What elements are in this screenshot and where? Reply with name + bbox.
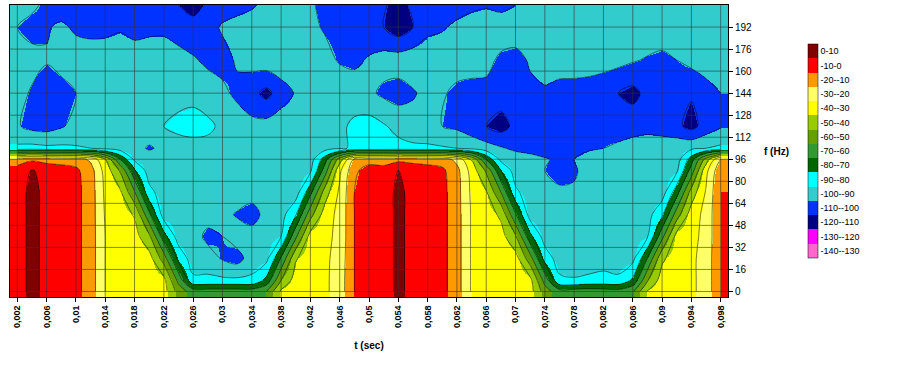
svg-text:0,054: 0,054	[393, 306, 403, 329]
svg-text:0,05: 0,05	[364, 306, 374, 324]
svg-text:0,094: 0,094	[686, 306, 696, 329]
svg-text:-120--110: -120--110	[821, 217, 859, 227]
svg-text:-140--130: -140--130	[821, 246, 860, 256]
svg-text:-20--10: -20--10	[821, 75, 850, 85]
svg-text:0,046: 0,046	[335, 306, 345, 329]
svg-text:0,09: 0,09	[657, 306, 667, 324]
svg-text:48: 48	[735, 220, 747, 231]
svg-text:-100--90: -100--90	[821, 189, 855, 199]
svg-text:0: 0	[735, 286, 741, 297]
svg-text:0,062: 0,062	[452, 306, 462, 329]
svg-text:0,066: 0,066	[481, 306, 491, 329]
svg-text:-130--120: -130--120	[821, 232, 860, 242]
svg-text:160: 160	[735, 66, 752, 77]
svg-text:0,042: 0,042	[305, 306, 315, 329]
svg-text:f (Hz): f (Hz)	[764, 146, 789, 157]
svg-text:-50--40: -50--40	[821, 118, 850, 128]
svg-text:128: 128	[735, 110, 752, 121]
svg-text:0,078: 0,078	[569, 306, 579, 329]
svg-text:0,098: 0,098	[716, 306, 726, 329]
svg-text:0,038: 0,038	[276, 306, 286, 329]
svg-text:0,022: 0,022	[159, 306, 169, 329]
svg-text:t (sec): t (sec)	[354, 340, 383, 351]
svg-text:-30--20: -30--20	[821, 89, 850, 99]
svg-text:0,074: 0,074	[540, 306, 550, 329]
svg-text:176: 176	[735, 44, 752, 55]
svg-text:0,01: 0,01	[71, 306, 81, 324]
svg-text:0,058: 0,058	[423, 306, 433, 329]
svg-text:0,07: 0,07	[510, 306, 520, 324]
svg-text:96: 96	[735, 154, 747, 165]
svg-text:80: 80	[735, 176, 747, 187]
svg-text:32: 32	[735, 242, 747, 253]
svg-text:0,018: 0,018	[129, 306, 139, 329]
svg-text:64: 64	[735, 198, 747, 209]
svg-text:144: 144	[735, 88, 752, 99]
svg-text:0-10: 0-10	[821, 46, 839, 56]
svg-text:0,002: 0,002	[12, 306, 22, 329]
svg-text:0,03: 0,03	[217, 306, 227, 324]
svg-text:-70--60: -70--60	[821, 146, 850, 156]
svg-text:0,082: 0,082	[598, 306, 608, 329]
svg-text:16: 16	[735, 264, 747, 275]
svg-text:-110--100: -110--100	[821, 203, 859, 213]
svg-text:-40--30: -40--30	[821, 103, 850, 113]
svg-text:0,086: 0,086	[628, 306, 638, 329]
svg-text:0,006: 0,006	[42, 306, 52, 329]
svg-text:-10-0: -10-0	[821, 61, 842, 71]
svg-text:0,026: 0,026	[188, 306, 198, 329]
svg-text:-90--80: -90--80	[821, 175, 850, 185]
svg-text:-60--50: -60--50	[821, 132, 850, 142]
svg-text:0,014: 0,014	[100, 306, 110, 329]
svg-text:112: 112	[735, 132, 751, 143]
svg-text:-80--70: -80--70	[821, 160, 850, 170]
svg-text:192: 192	[735, 22, 752, 33]
svg-text:0,034: 0,034	[247, 306, 257, 329]
